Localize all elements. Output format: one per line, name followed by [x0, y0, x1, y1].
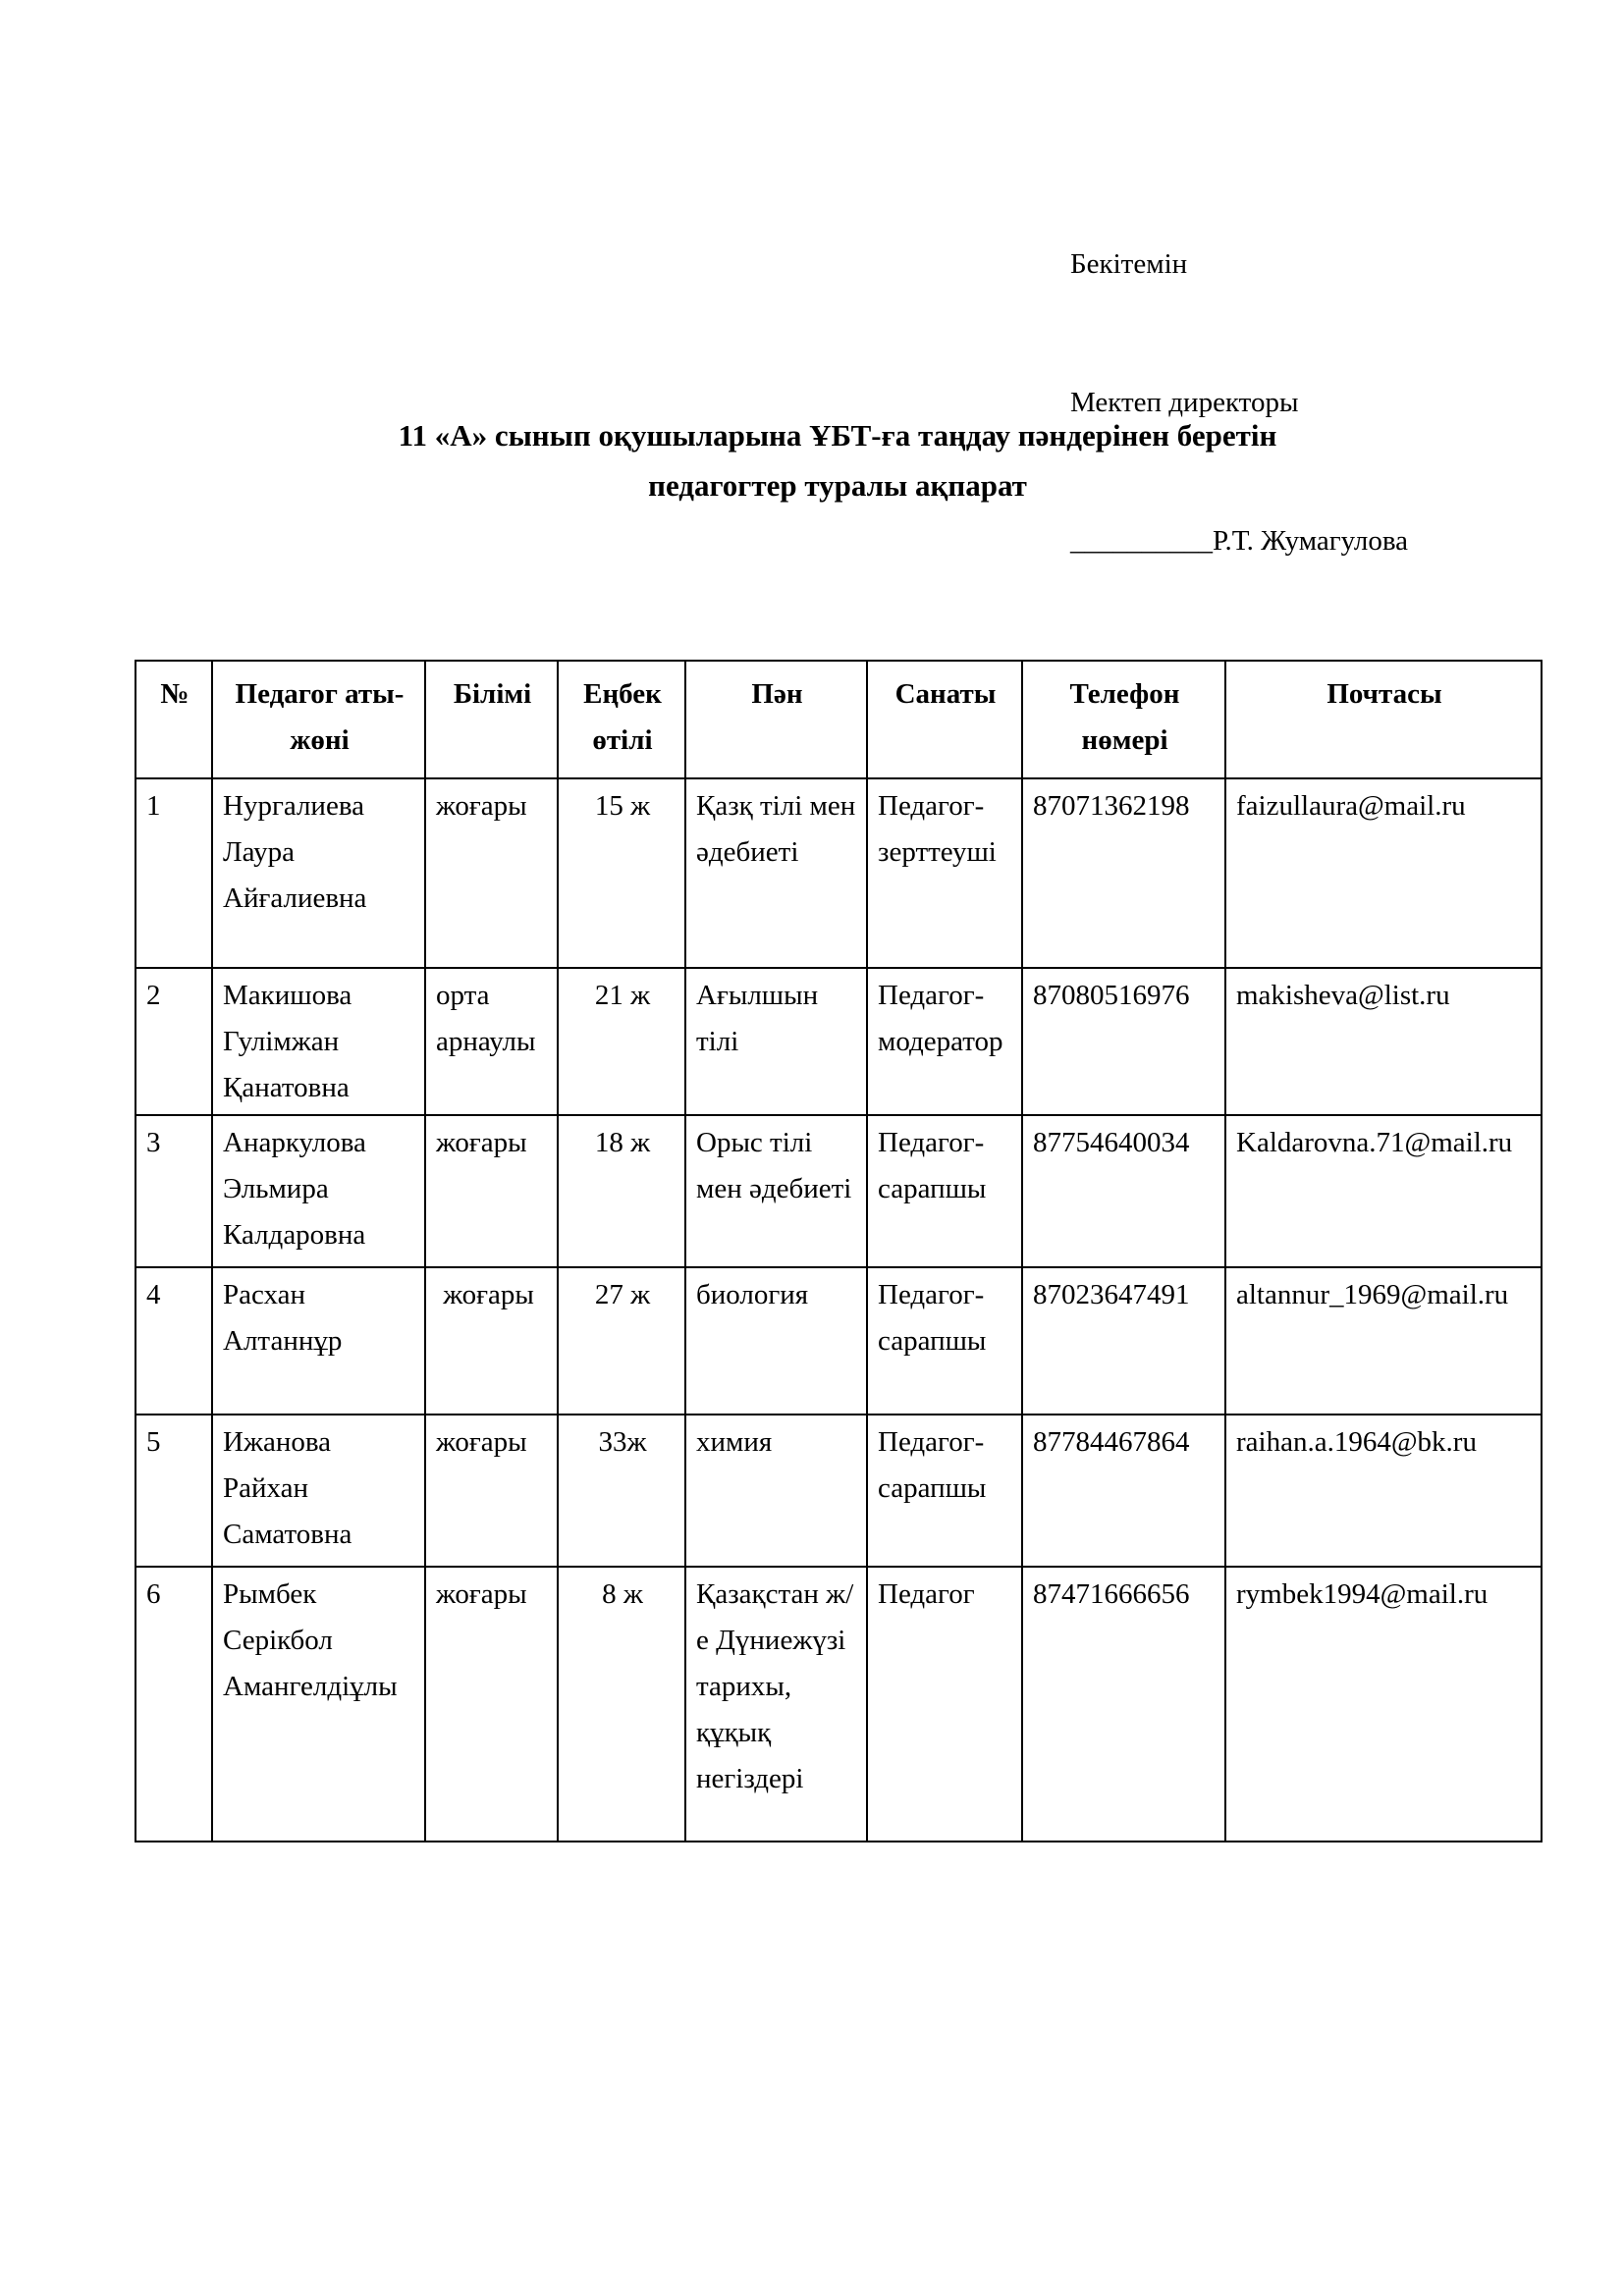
teachers-table: № Педагог аты-жөні Білімі Еңбек өтілі Пә…	[135, 660, 1543, 1842]
cell-subject: Қазқ тілі мен әдебиеті	[684, 777, 868, 969]
cell-subject: Орыс тілі мен әдебиеті	[684, 1114, 868, 1268]
column-header-teacher-name: Педагог аты-жөні	[211, 660, 426, 779]
cell-teacher-name: Ижанова Райхан Саматовна	[211, 1414, 426, 1568]
cell-phone: 87754640034	[1021, 1114, 1226, 1268]
table-header-row: № Педагог аты-жөні Білімі Еңбек өтілі Пә…	[135, 660, 1543, 779]
cell-subject: химия	[684, 1414, 868, 1568]
cell-experience: 18 ж	[557, 1114, 686, 1268]
cell-subject: Ағылшын тілі	[684, 967, 868, 1116]
table-row: 6 Рымбек Серікбол Амангелдіұлы жоғары 8 …	[135, 1566, 1543, 1842]
page-title-line-2: педагогтер туралы ақпарат	[648, 468, 1027, 503]
cell-experience: 21 ж	[557, 967, 686, 1116]
table-row: 2 Макишова Гулімжан Қанатовна орта арнау…	[135, 967, 1543, 1116]
cell-education: жоғары	[424, 1266, 559, 1415]
table-row: 5 Ижанова Райхан Саматовна жоғары 33ж хи…	[135, 1414, 1543, 1568]
column-header-subject: Пән	[684, 660, 868, 779]
cell-number: 6	[135, 1566, 213, 1842]
cell-phone: 87080516976	[1021, 967, 1226, 1116]
approval-signature-line: __________Р.Т. Жумагулова	[1070, 525, 1409, 557]
cell-education: жоғары	[424, 777, 559, 969]
cell-phone: 87023647491	[1021, 1266, 1226, 1415]
cell-education: жоғары	[424, 1114, 559, 1268]
approval-line-2: Мектеп директоры	[1070, 387, 1299, 418]
cell-email: makisheva@list.ru	[1224, 967, 1543, 1116]
approval-block: Бекітемін Мектеп директоры __________Р.Т…	[1070, 149, 1408, 611]
cell-number: 4	[135, 1266, 213, 1415]
table-row: 4 Расхан Алтаннұр жоғары 27 ж биология П…	[135, 1266, 1543, 1415]
cell-number: 5	[135, 1414, 213, 1568]
cell-subject: биология	[684, 1266, 868, 1415]
column-header-category: Санаты	[866, 660, 1023, 779]
page-title-line-1: 11 «А» сынып оқушыларына ҰБТ-ға таңдау п…	[398, 418, 1277, 453]
cell-education: жоғары	[424, 1566, 559, 1842]
cell-email: raihan.a.1964@bk.ru	[1224, 1414, 1543, 1568]
column-header-experience: Еңбек өтілі	[557, 660, 686, 779]
cell-phone: 87471666656	[1021, 1566, 1226, 1842]
cell-experience: 33ж	[557, 1414, 686, 1568]
table-row: 1 Нургалиева Лаура Айғалиевна жоғары 15 …	[135, 777, 1543, 969]
cell-phone: 87784467864	[1021, 1414, 1226, 1568]
cell-teacher-name: Расхан Алтаннұр	[211, 1266, 426, 1415]
cell-number: 1	[135, 777, 213, 969]
cell-email: rymbek1994@mail.ru	[1224, 1566, 1543, 1842]
approval-line-1: Бекітемін	[1070, 248, 1188, 280]
cell-education: жоғары	[424, 1414, 559, 1568]
column-header-education: Білімі	[424, 660, 559, 779]
cell-category: Педагог-зерттеуші	[866, 777, 1023, 969]
cell-category: Педагог	[866, 1566, 1023, 1842]
column-header-phone: Телефон нөмері	[1021, 660, 1226, 779]
cell-email: altannur_1969@mail.ru	[1224, 1266, 1543, 1415]
cell-phone: 87071362198	[1021, 777, 1226, 969]
page-title: 11 «А» сынып оқушыларына ҰБТ-ға таңдау п…	[135, 410, 1541, 510]
cell-experience: 15 ж	[557, 777, 686, 969]
cell-experience: 27 ж	[557, 1266, 686, 1415]
column-header-number: №	[135, 660, 213, 779]
cell-teacher-name: Рымбек Серікбол Амангелдіұлы	[211, 1566, 426, 1842]
column-header-email: Почтасы	[1224, 660, 1543, 779]
cell-category: Педагог-сарапшы	[866, 1266, 1023, 1415]
cell-number: 2	[135, 967, 213, 1116]
cell-teacher-name: Анаркулова Эльмира Калдаровна	[211, 1114, 426, 1268]
cell-number: 3	[135, 1114, 213, 1268]
cell-email: faizullaura@mail.ru	[1224, 777, 1543, 969]
cell-teacher-name: Макишова Гулімжан Қанатовна	[211, 967, 426, 1116]
cell-email: Kaldarovna.71@mail.ru	[1224, 1114, 1543, 1268]
table-row: 3 Анаркулова Эльмира Калдаровна жоғары 1…	[135, 1114, 1543, 1268]
cell-subject: Қазақстан ж/е Дүниежүзі тарихы, құқық не…	[684, 1566, 868, 1842]
cell-category: Педагог-сарапшы	[866, 1114, 1023, 1268]
cell-experience: 8 ж	[557, 1566, 686, 1842]
cell-category: Педагог-модератор	[866, 967, 1023, 1116]
cell-education: орта арнаулы	[424, 967, 559, 1116]
cell-category: Педагог-сарапшы	[866, 1414, 1023, 1568]
cell-teacher-name: Нургалиева Лаура Айғалиевна	[211, 777, 426, 969]
